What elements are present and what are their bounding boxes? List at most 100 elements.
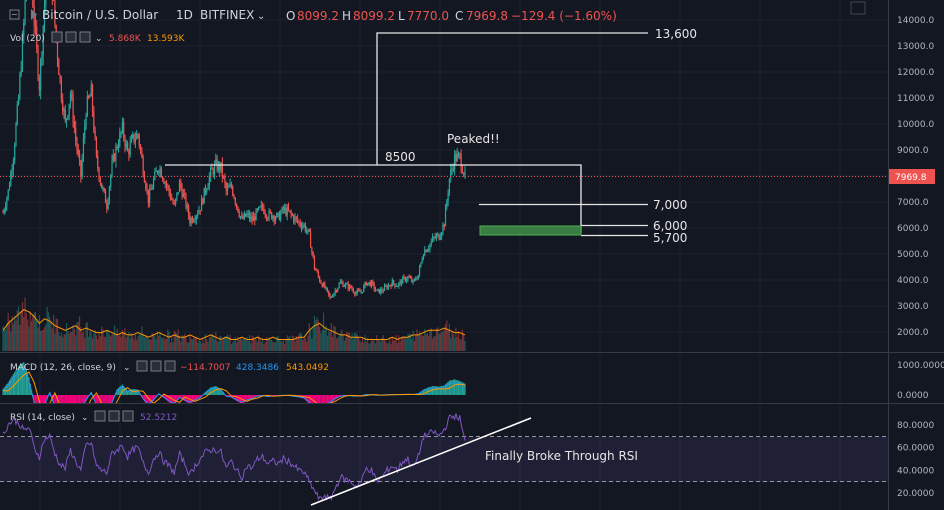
macd-histogram-bar (418, 392, 421, 395)
volume-bar (123, 332, 125, 351)
target-13600-path[interactable] (376, 32, 648, 165)
candle-body (67, 115, 69, 119)
volume-bar (355, 332, 357, 351)
candle-body (171, 198, 173, 200)
price-axis-tick: 9000.0 (897, 146, 929, 156)
volume-bar (337, 337, 339, 351)
candle-body (75, 127, 77, 141)
candle-body (429, 244, 431, 249)
macd-close-icon[interactable] (164, 360, 176, 372)
rsi-legend[interactable]: RSI (14, close) ⌄ 52.5212 (10, 410, 177, 423)
volume-bar (313, 315, 316, 351)
interval-label[interactable]: 1D (176, 8, 193, 22)
volume-bar (186, 342, 188, 351)
candle-body (268, 210, 270, 219)
volume-bar (168, 331, 170, 351)
candle-body (235, 203, 238, 207)
volume-bar (413, 341, 415, 351)
macd-axis[interactable]: 1000.0000 0.0000 (897, 361, 944, 401)
rsi-gear-icon[interactable] (108, 410, 120, 422)
volume-bar (293, 336, 295, 351)
close-icon[interactable] (79, 31, 91, 43)
volume-bar (268, 337, 270, 351)
chart-settings-icon[interactable] (850, 1, 866, 15)
volume-bar (273, 341, 275, 351)
macd-histogram-bar (121, 384, 123, 395)
candle-body (24, 0, 26, 23)
macd-legend-chevron-icon[interactable]: ⌄ (123, 363, 131, 373)
volume-bar (2, 326, 4, 351)
volume-bar (306, 341, 308, 351)
label-8500: 8500 (385, 150, 416, 164)
volume-bar (296, 337, 299, 351)
rsi-trendline[interactable] (310, 417, 532, 506)
eye-icon[interactable] (51, 31, 63, 43)
volume-bar (108, 334, 111, 351)
candle-body (376, 289, 378, 291)
volume-bar (265, 336, 268, 351)
candle-body (190, 218, 192, 224)
candle-body (11, 170, 13, 173)
chevron-down-icon[interactable]: ⌄ (257, 11, 265, 22)
volume-bar (255, 339, 257, 351)
volume-bar (307, 335, 309, 351)
candle-body (254, 216, 256, 221)
symbol-title[interactable]: Bitcoin / U.S. Dollar (42, 8, 158, 22)
drawing-tools[interactable] (165, 32, 648, 237)
volume-legend[interactable]: Vol (20) ⌄ 5.868K 13.593K (10, 31, 185, 44)
volume-bar (90, 332, 92, 351)
label-rsi-note: Finally Broke Through RSI (485, 449, 638, 463)
rsi-close-icon[interactable] (122, 410, 134, 422)
volume-bar (10, 332, 12, 351)
candle-body (184, 193, 186, 195)
macd-gear-icon[interactable] (150, 360, 162, 372)
macd-histogram-bar (27, 373, 29, 395)
symbol-legend[interactable]: Bitcoin / U.S. Dollar 1D BITFINEX ⌄ O 80… (9, 8, 617, 23)
rsi-axis[interactable]: 80.0000 60.0000 40.0000 20.0000 (897, 421, 934, 499)
candle-body (390, 285, 392, 287)
macd-histogram-bar (181, 395, 183, 400)
volume-bar (332, 336, 334, 351)
candle-body (150, 189, 152, 191)
volume-bar (91, 338, 94, 351)
rsi-legend-chevron-icon[interactable]: ⌄ (81, 413, 89, 423)
candle-body (106, 203, 108, 209)
candle-body (299, 222, 301, 226)
volume-bar (374, 343, 377, 351)
macd-histogram-bar (80, 395, 82, 403)
exchange-label[interactable]: BITFINEX (200, 8, 254, 22)
gear-icon[interactable] (65, 31, 77, 43)
candle-body (54, 0, 56, 26)
macd-histogram-bar (455, 379, 457, 395)
macd-histogram-bar (304, 395, 306, 400)
support-zone-box[interactable] (479, 225, 582, 236)
candle-body (418, 266, 421, 275)
volume-bar (164, 339, 166, 351)
candle-body (441, 232, 443, 237)
volume-legend-chevron-icon[interactable]: ⌄ (95, 34, 103, 44)
volume-bar (267, 338, 269, 351)
macd-legend[interactable]: MACD (12, 26, close, 9) ⌄ −114.7007 428.… (10, 360, 329, 373)
candle-body (413, 279, 415, 281)
candle-body (456, 154, 458, 162)
collapse-icon[interactable] (9, 9, 20, 20)
macd-histogram-bar (95, 395, 98, 403)
candle-body (364, 282, 366, 286)
macd-eye-icon[interactable] (136, 360, 148, 372)
candle-body (219, 163, 221, 171)
candle-body (243, 213, 245, 219)
macd-histogram-bar (193, 395, 195, 402)
macd-histogram-bar (316, 395, 318, 403)
volume-bar (363, 342, 365, 351)
macd-histogram-bar (180, 395, 182, 399)
price-axis-tick: 11000.0 (897, 94, 934, 104)
candle-body (287, 207, 290, 211)
macd-histogram-bar (442, 385, 444, 395)
volume-bar (246, 336, 248, 351)
candle-body (421, 259, 423, 263)
volume-bar (350, 338, 352, 351)
rsi-eye-icon[interactable] (94, 410, 106, 422)
candle-body (129, 142, 131, 155)
macd-histogram-bar (457, 380, 460, 395)
